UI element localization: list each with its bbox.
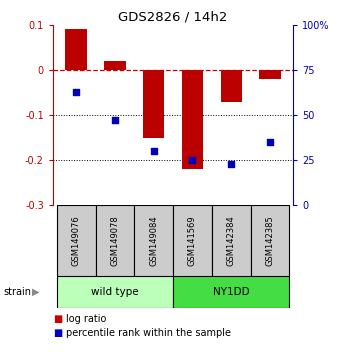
Bar xyxy=(182,70,203,169)
Bar xyxy=(134,205,173,276)
Bar xyxy=(57,205,95,276)
Bar xyxy=(212,205,251,276)
Point xyxy=(190,157,195,163)
Bar xyxy=(65,29,87,70)
Bar xyxy=(143,70,164,138)
Bar xyxy=(104,61,125,70)
Bar xyxy=(173,276,290,308)
Bar xyxy=(95,205,134,276)
Text: ■: ■ xyxy=(53,328,62,338)
Text: ▶: ▶ xyxy=(32,287,40,297)
Text: GSM149084: GSM149084 xyxy=(149,215,158,266)
Text: GSM142385: GSM142385 xyxy=(266,215,275,266)
Point xyxy=(151,148,157,154)
Text: percentile rank within the sample: percentile rank within the sample xyxy=(66,328,232,338)
Bar xyxy=(221,70,242,102)
Text: GSM141569: GSM141569 xyxy=(188,215,197,266)
Text: log ratio: log ratio xyxy=(66,314,107,324)
Bar xyxy=(173,205,212,276)
Text: NY1DD: NY1DD xyxy=(213,287,250,297)
Point xyxy=(267,139,273,145)
Title: GDS2826 / 14h2: GDS2826 / 14h2 xyxy=(118,11,228,24)
Point xyxy=(73,89,79,95)
Text: ■: ■ xyxy=(53,314,62,324)
Bar xyxy=(57,276,173,308)
Text: GSM142384: GSM142384 xyxy=(227,215,236,266)
Point xyxy=(112,118,118,123)
Text: wild type: wild type xyxy=(91,287,139,297)
Text: GSM149076: GSM149076 xyxy=(72,215,80,266)
Bar xyxy=(260,70,281,79)
Text: strain: strain xyxy=(3,287,31,297)
Point xyxy=(228,161,234,167)
Text: GSM149078: GSM149078 xyxy=(110,215,119,266)
Bar xyxy=(251,205,290,276)
